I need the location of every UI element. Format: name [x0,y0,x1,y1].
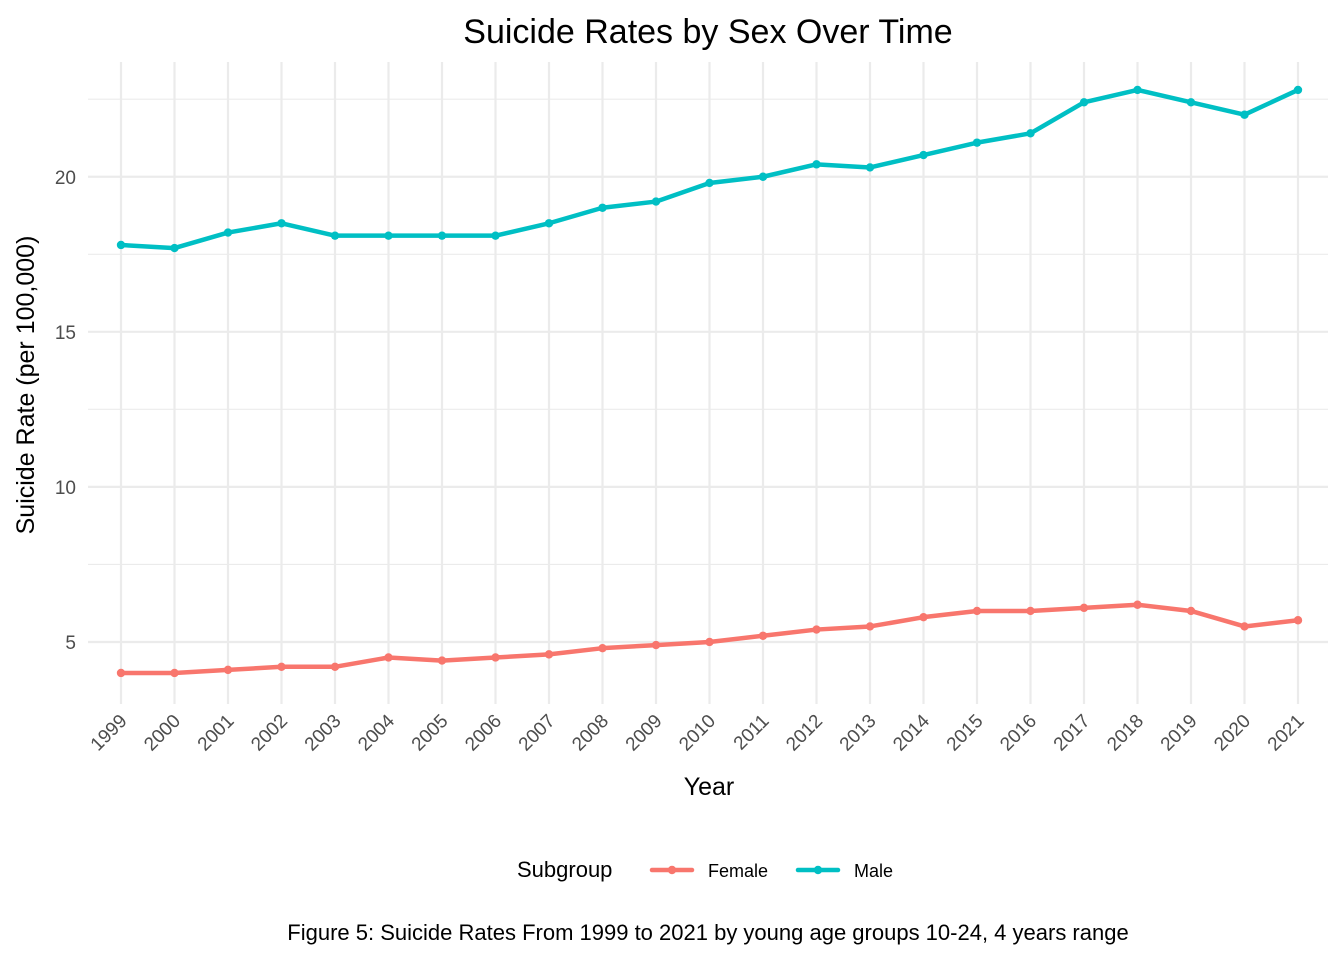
female-legend-key-point [667,865,677,875]
x-tick-label: 2002 [247,711,292,756]
female-data-point [1026,606,1035,616]
y-tick-label: 15 [55,323,76,344]
female-data-point [277,662,286,671]
male-data-point [170,243,179,253]
x-tick-label: 2004 [354,710,399,755]
female-data-point [651,640,661,650]
x-tick-label: 2014 [889,710,934,755]
female-data-point [598,643,607,653]
legend-title: Subgroup [517,857,612,882]
gridlines [88,62,1328,704]
x-tick-label: 2019 [1157,711,1202,756]
male-data-point [812,160,821,169]
male-data-point [116,240,126,250]
female-data-point [170,668,179,678]
female-data-point [116,668,126,678]
female-data-point [919,612,928,622]
female-data-point [384,653,393,662]
male-legend-key-point [813,865,823,875]
male-data-point [544,219,554,228]
x-tick-label: 2016 [996,711,1041,756]
male-data-point [1026,129,1035,138]
x-tick-label: 2017 [1050,711,1095,756]
male-data-point [919,150,928,160]
female-data-point [491,653,500,662]
x-tick-label: 2001 [194,711,239,756]
female-data-point [330,662,340,671]
x-tick-label: 2005 [408,711,453,756]
x-tick-label: 2010 [675,711,720,756]
male-data-point [1133,85,1142,95]
x-tick-label: 2008 [568,711,613,756]
male-data-point [384,231,393,240]
male-data-point [651,197,661,206]
x-tick-label: 2015 [943,711,988,756]
x-tick-label: 2018 [1103,711,1148,756]
female-data-point [758,631,768,640]
female-data-point [544,650,554,659]
x-tick-label: 2011 [730,711,774,755]
female-data-point [223,665,233,675]
female-data-point [865,622,875,631]
x-tick-label: 2012 [782,711,827,756]
x-tick-label: 2007 [515,711,560,756]
x-axis-ticks: 1999 2000 2001 2002 2003 2004 2005 2006 2007 2008… [87,710,1309,755]
y-tick-label: 5 [65,633,76,654]
male-data-point [1293,85,1303,95]
male-data-point [972,138,982,147]
female-data-point [705,637,714,647]
female-data-point [437,656,447,665]
male-data-point [437,231,447,240]
x-tick-label: 2009 [622,711,667,756]
male-data-point [330,231,340,240]
x-tick-label: 1999 [87,711,132,756]
y-axis-ticks: 5 10 15 20 [55,168,76,654]
male-data-point [277,219,286,228]
female-data-point [1240,622,1249,631]
female-data-point [1079,603,1089,613]
x-axis-label: Year [684,773,735,801]
male-data-point [491,231,500,240]
x-tick-label: 2006 [461,711,506,756]
x-tick-label: 2003 [301,711,346,756]
data-series [116,85,1303,678]
y-axis-label: Suicide Rate (per 100,000) [12,236,40,535]
male-data-point [705,178,714,188]
y-tick-label: 20 [55,168,76,189]
male-data-point [1079,98,1089,107]
x-tick-label: 2000 [140,711,185,756]
x-tick-label: 2020 [1210,711,1255,756]
male-data-point [758,172,768,181]
female-data-point [812,625,821,634]
male-data-point [1186,98,1196,107]
male-data-point [598,203,607,212]
male-data-point [865,163,875,172]
x-tick-label: 2013 [836,711,881,756]
y-tick-label: 10 [55,478,76,499]
legend: Subgroup Female Male [517,857,893,882]
figure-caption: Figure 5: Suicide Rates From 1999 to 202… [287,920,1128,945]
chart-title: Suicide Rates by Sex Over Time [463,13,952,51]
x-tick-label: 2021 [1264,711,1309,756]
male-legend-label: Male [854,861,893,881]
female-data-point [1293,616,1303,625]
female-legend-label: Female [708,861,768,881]
female-data-point [972,606,982,616]
male-data-point [1240,110,1249,119]
male-data-point [223,228,233,237]
female-data-point [1186,606,1196,616]
female-data-point [1133,600,1142,609]
